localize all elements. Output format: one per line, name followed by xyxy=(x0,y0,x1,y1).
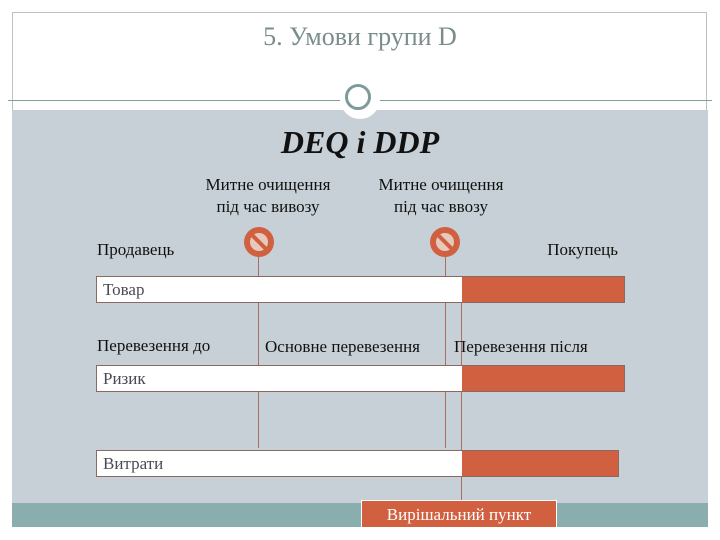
label-line: під час вивозу xyxy=(216,197,320,216)
decision-point-box: Вирішальний пункт xyxy=(361,500,557,528)
bar-label: Витрати xyxy=(103,454,164,473)
pre-carriage-label: Перевезення до xyxy=(97,336,211,355)
no-entry-icon xyxy=(430,227,460,257)
main-carriage-label: Основне перевезення xyxy=(265,337,420,356)
export-customs-line xyxy=(258,256,259,448)
bar-label: Ризик xyxy=(103,369,146,388)
import-customs-line xyxy=(445,256,446,448)
risk-bar: Ризик xyxy=(96,365,625,392)
goods-bar: Товар xyxy=(96,276,625,303)
ring-ornament xyxy=(340,79,380,119)
no-entry-icon xyxy=(244,227,274,257)
content-area xyxy=(12,110,708,503)
seller-label: Продавець xyxy=(97,240,175,259)
export-customs-label: Митне очищення під час вивозу xyxy=(178,174,358,218)
buyer-label: Покупець xyxy=(547,240,618,259)
label-line: Митне очищення xyxy=(205,175,331,194)
footer-band xyxy=(12,503,708,527)
costs-bar: Витрати xyxy=(96,450,619,477)
import-customs-label: Митне очищення під час ввозу xyxy=(351,174,531,218)
label-line: Митне очищення xyxy=(378,175,504,194)
label-line: під час ввозу xyxy=(394,197,488,216)
slide-title: 5. Умови групи D xyxy=(263,22,457,51)
subtitle: DEQ і DDP xyxy=(280,124,440,160)
on-carriage-label: Перевезення після xyxy=(454,337,588,356)
bar-label: Товар xyxy=(103,280,145,299)
